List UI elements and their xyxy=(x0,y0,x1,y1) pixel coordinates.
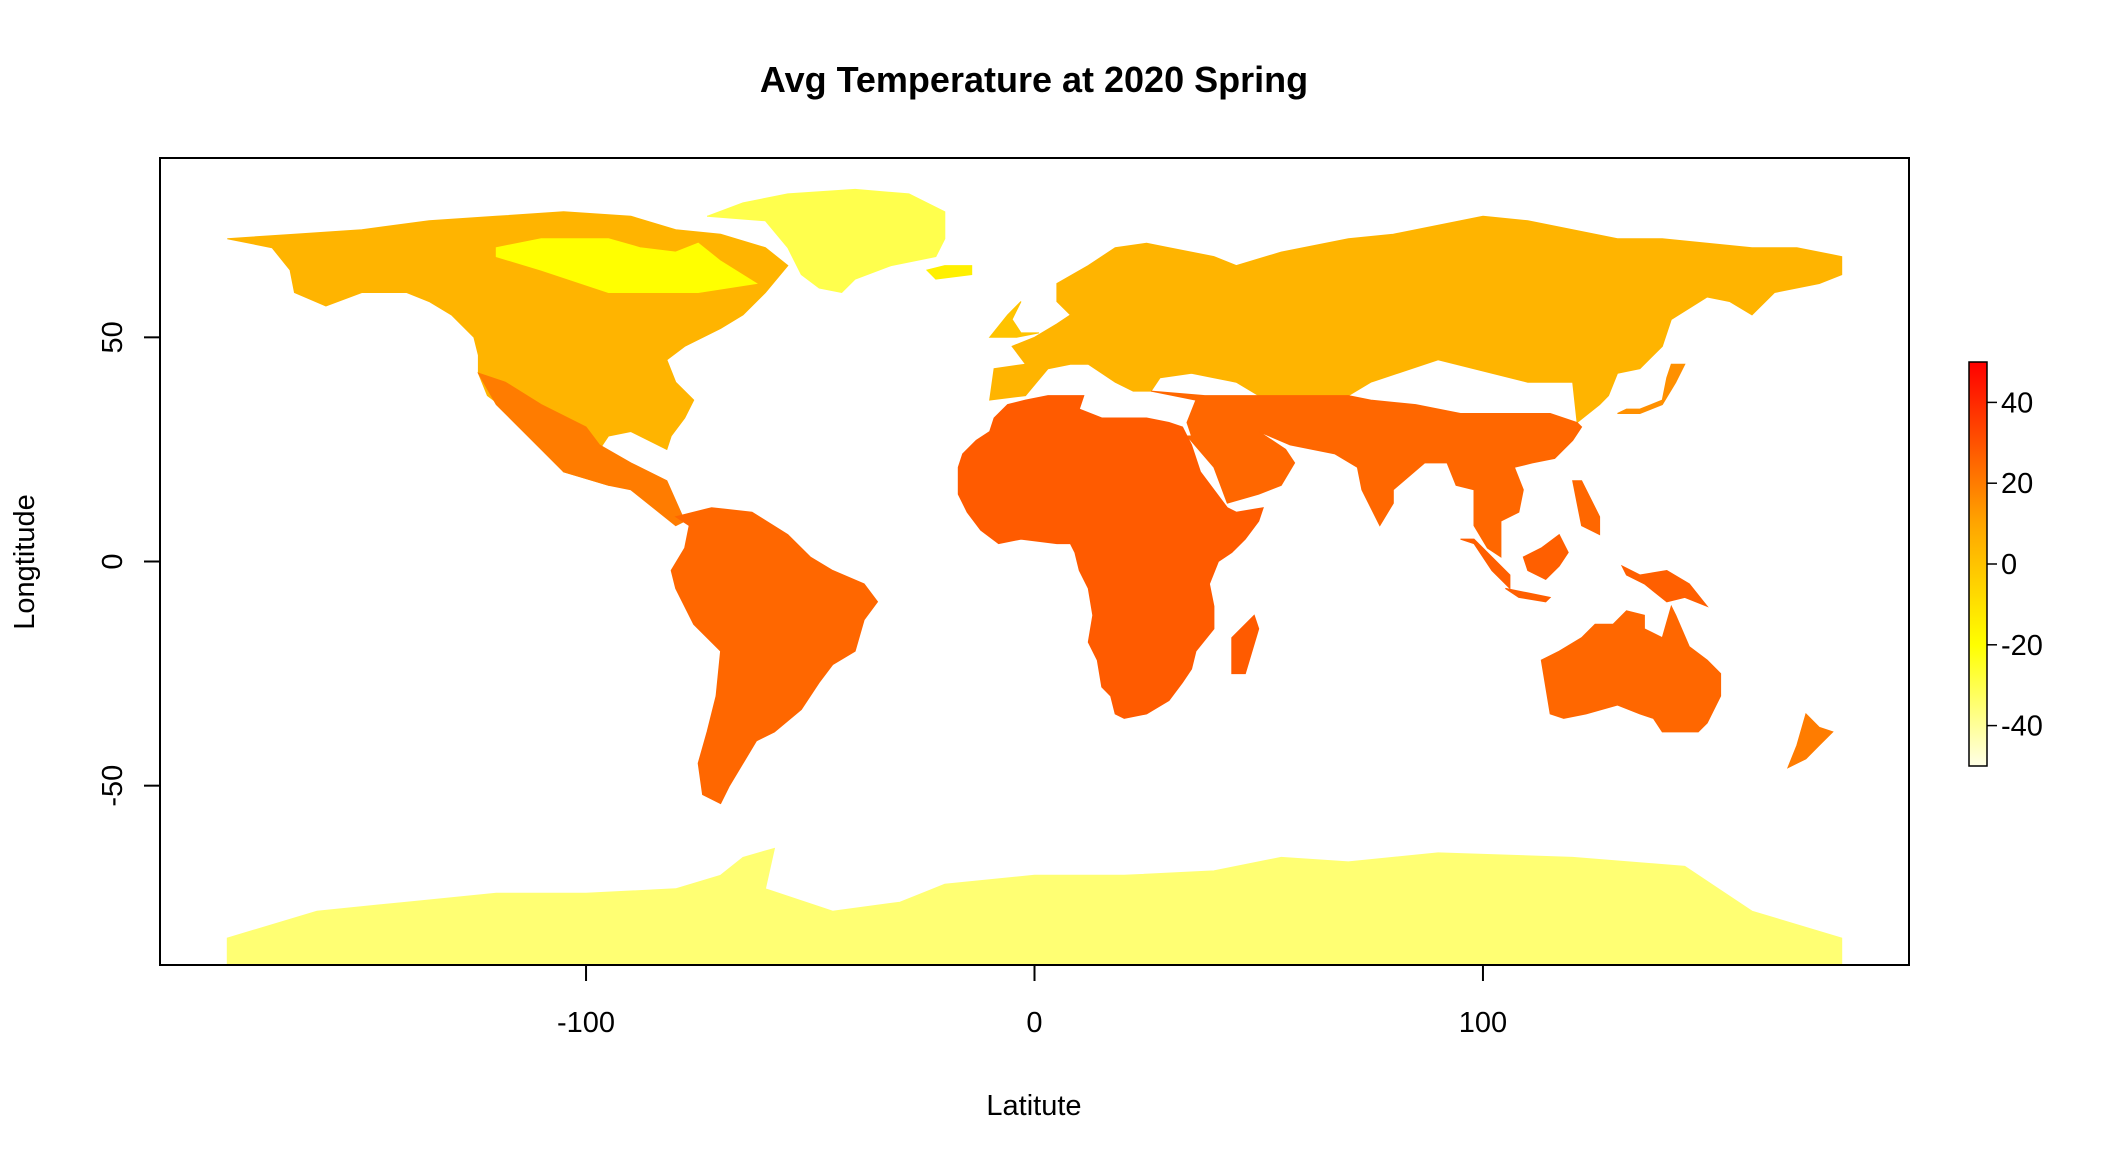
y-tick-label-1: 0 xyxy=(97,553,129,569)
map-region-10 xyxy=(1620,564,1709,608)
colorbar: -40 -20 0 20 40 xyxy=(1968,361,2043,767)
map-region-3 xyxy=(670,507,879,805)
x-axis: -100 0 100 xyxy=(557,965,1507,1039)
x-tick-label-2: 100 xyxy=(1459,1007,1507,1039)
x-tick-label-0: -100 xyxy=(557,1007,615,1039)
map-region-9 xyxy=(1522,533,1569,581)
colorbar-tick-label-4: 40 xyxy=(2001,387,2033,419)
map-region-17 xyxy=(925,265,973,280)
map-region-14 xyxy=(1617,363,1686,414)
map-region-13 xyxy=(1231,614,1260,675)
colorbar-ticks: -40 -20 0 20 40 xyxy=(1987,387,2043,743)
y-tick-label-2: 50 xyxy=(97,321,129,353)
map-region-7 xyxy=(1540,604,1722,733)
x-axis-label: Latitute xyxy=(986,1090,1081,1122)
x-tick-label-1: 0 xyxy=(1026,1007,1042,1039)
map-region-8 xyxy=(1460,538,1511,590)
map-region-19 xyxy=(226,847,1843,966)
map-region-1 xyxy=(477,372,686,527)
map-region-11 xyxy=(1505,587,1552,603)
map-region-15 xyxy=(1786,712,1834,769)
colorbar-tick-label-3: 20 xyxy=(2001,468,2033,500)
plot-area xyxy=(226,188,1843,966)
chart-title: Avg Temperature at 2020 Spring xyxy=(760,59,1308,100)
map-region-4 xyxy=(989,215,1843,424)
map-region-16 xyxy=(988,301,1040,338)
map-region-6 xyxy=(957,395,1264,719)
map-region-12 xyxy=(1572,480,1601,536)
map-region-18 xyxy=(495,238,758,293)
colorbar-gradient xyxy=(1968,361,1988,767)
colorbar-tick-label-0: -40 xyxy=(2001,711,2043,743)
y-axis-label: Longtitude xyxy=(9,494,41,629)
colorbar-tick-label-1: -20 xyxy=(2001,630,2043,662)
map-region-5 xyxy=(1151,390,1583,558)
y-axis: -50 0 50 xyxy=(97,321,160,807)
map-region-2 xyxy=(706,188,946,294)
colorbar-tick-label-2: 0 xyxy=(2001,549,2017,581)
y-tick-label-0: -50 xyxy=(97,765,129,807)
